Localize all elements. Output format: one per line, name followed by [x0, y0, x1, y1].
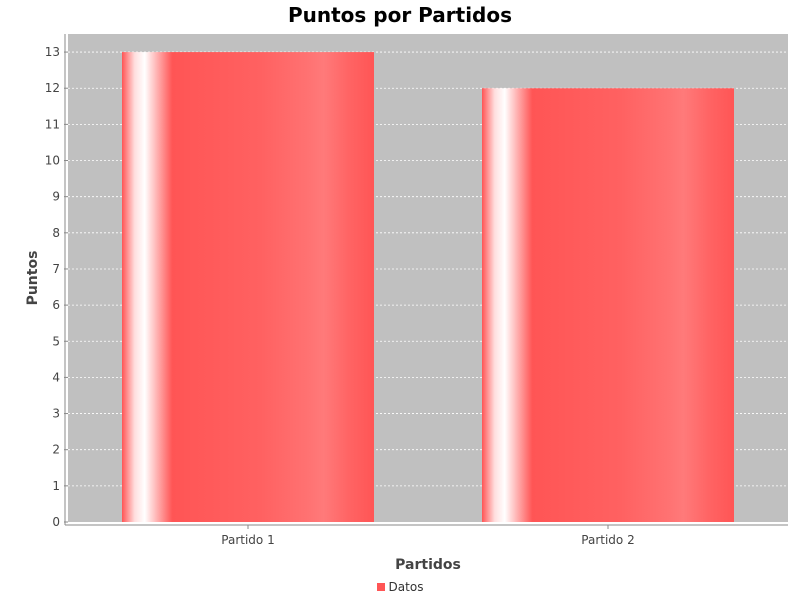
legend-swatch [376, 582, 385, 591]
y-tick-label: 6 [52, 298, 60, 312]
y-tick-label: 13 [45, 45, 60, 59]
y-tick-label: 10 [45, 154, 60, 168]
legend-label: Datos [388, 580, 424, 594]
y-tick-label: 2 [52, 443, 60, 457]
x-tick-label: Partido 2 [581, 533, 634, 547]
y-tick-label: 4 [52, 370, 60, 384]
legend: Datos [0, 580, 800, 594]
y-tick-label: 11 [45, 117, 60, 131]
y-tick-label: 12 [45, 81, 60, 95]
x-axis-label: Partidos [395, 557, 461, 573]
y-tick-label: 1 [52, 479, 60, 493]
chart-title: Puntos por Partidos [287, 3, 513, 27]
y-tick-label: 3 [52, 407, 60, 421]
y-tick-label: 7 [52, 262, 60, 276]
y-tick-label: 5 [52, 334, 60, 348]
x-tick-label: Partido 1 [221, 533, 274, 547]
y-tick-label: 9 [52, 190, 60, 204]
bar [482, 88, 734, 522]
bar [122, 52, 374, 523]
y-tick-label: 0 [52, 515, 60, 529]
y-tick-label: 8 [52, 226, 60, 240]
y-axis-label: Puntos [25, 251, 41, 306]
